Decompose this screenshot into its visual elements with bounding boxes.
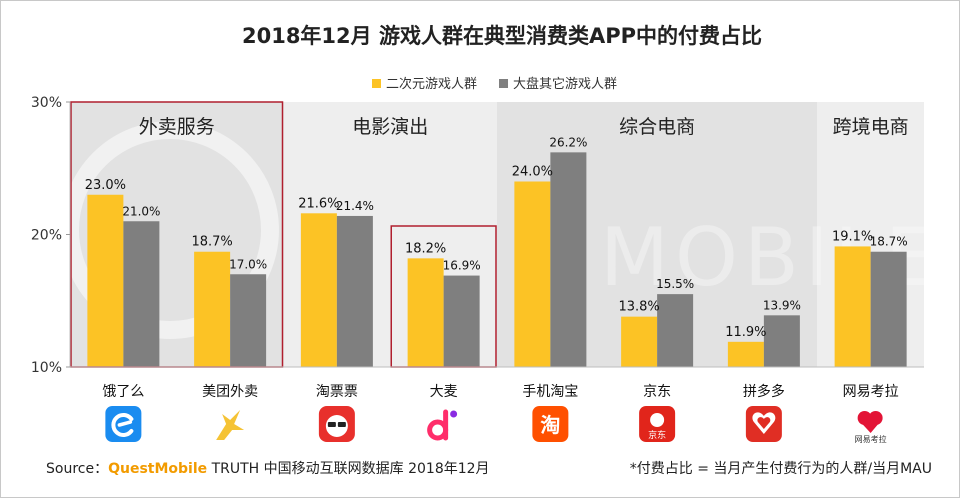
source-text: Source：QuestMobile TRUTH 中国移动互联网数据库 2018… xyxy=(46,458,490,478)
data-label: 21.6% xyxy=(298,196,339,211)
category-label: 大麦 xyxy=(430,384,458,400)
pinduoduo-app-icon xyxy=(745,406,782,442)
data-label: 17.0% xyxy=(229,257,267,271)
category-label: 淘票票 xyxy=(316,384,358,400)
group-label-0: 外卖服务 xyxy=(139,116,215,138)
data-label: 16.9% xyxy=(443,259,481,273)
chart-title: 2018年12月 游戏人群在典型消费类APP中的付费占比 xyxy=(242,24,762,48)
kaola-app-icon: 网易考拉 xyxy=(855,411,887,444)
footer: Source：QuestMobile TRUTH 中国移动互联网数据库 2018… xyxy=(36,458,936,482)
icon-glyph xyxy=(117,420,133,427)
bar-overall-1 xyxy=(230,274,267,367)
legend-label-0: 二次元游戏人群 xyxy=(386,76,477,92)
icon-bubble xyxy=(858,420,882,433)
bar-overall-6 xyxy=(763,315,800,367)
bar-acg-3 xyxy=(407,258,444,367)
data-label: 18.2% xyxy=(405,241,446,256)
category-label: 美团外卖 xyxy=(202,384,258,400)
data-label: 13.9% xyxy=(763,298,801,312)
bar-overall-0 xyxy=(123,221,160,367)
icon-glyph xyxy=(111,413,134,437)
source-detail: TRUTH 中国移动互联网数据库 2018年12月 xyxy=(207,461,490,477)
icon-glyph: 网易考拉 xyxy=(855,434,887,444)
meituan-waimai-app-icon xyxy=(216,410,245,440)
icon-glasses xyxy=(327,422,336,427)
icon-dot xyxy=(450,410,458,418)
bar-overall-2 xyxy=(336,215,373,367)
bar-acg-4 xyxy=(514,181,551,367)
source-brand: QuestMobile xyxy=(108,461,208,477)
data-label: 19.1% xyxy=(832,229,873,244)
legend: 二次元游戏人群 大盘其它游戏人群 xyxy=(372,76,617,92)
data-label: 21.0% xyxy=(122,204,160,218)
icon-glyph xyxy=(216,410,245,440)
bar-overall-7 xyxy=(870,251,907,367)
eleme-app-icon xyxy=(105,406,142,442)
icon-face xyxy=(325,415,348,437)
bar-acg-1 xyxy=(194,251,231,367)
legend-swatch-0 xyxy=(372,79,381,88)
taobao-app-icon: 淘 xyxy=(532,406,569,442)
data-label: 23.0% xyxy=(85,178,126,193)
category-label: 京东 xyxy=(643,384,671,400)
damai-app-icon xyxy=(427,409,458,441)
icon-glyph: 京东 xyxy=(648,429,666,441)
icon-bg xyxy=(532,406,569,442)
legend-label-1: 大盘其它游戏人群 xyxy=(513,76,617,92)
category-label: 拼多多 xyxy=(743,383,785,400)
y-tick-label: 30% xyxy=(31,95,62,111)
group-label-2: 综合电商 xyxy=(619,116,695,138)
icon-glyph: 淘 xyxy=(540,413,560,437)
data-label: 26.2% xyxy=(549,135,587,149)
data-label: 18.7% xyxy=(191,235,232,250)
taopiaopiao-app-icon xyxy=(318,406,355,442)
icon-glasses xyxy=(337,422,346,427)
data-label: 11.9% xyxy=(725,325,766,340)
y-tick-label: 20% xyxy=(31,228,62,244)
data-label: 13.8% xyxy=(618,300,659,315)
legend-swatch-1 xyxy=(499,79,509,88)
bar-acg-6 xyxy=(727,341,764,367)
data-label: 21.4% xyxy=(336,199,374,213)
data-label: 24.0% xyxy=(512,165,553,180)
bar-overall-4 xyxy=(550,152,587,367)
bar-acg-7 xyxy=(834,246,871,367)
category-label: 网易考拉 xyxy=(843,384,899,400)
icon-dog xyxy=(650,413,665,427)
bar-overall-5 xyxy=(657,294,694,367)
footnote: *付费占比 = 当月产生付费行为的人群/当月MAU xyxy=(629,461,932,477)
group-label-1: 电影演出 xyxy=(352,116,428,138)
y-tick-label: 10% xyxy=(31,360,62,376)
category-label: 手机淘宝 xyxy=(522,384,578,400)
group-label-3: 跨境电商 xyxy=(833,116,909,138)
bar-acg-0 xyxy=(87,194,124,367)
jd-app-icon: 京东 xyxy=(639,406,676,442)
bar-acg-5 xyxy=(621,316,658,367)
category-label: 饿了么 xyxy=(102,384,144,400)
data-label: 18.7% xyxy=(870,235,908,249)
icon-heart-inner xyxy=(757,417,771,429)
bar-acg-2 xyxy=(300,213,337,367)
data-label: 15.5% xyxy=(656,277,694,291)
source-label: Source： xyxy=(46,461,109,477)
bar-overall-3 xyxy=(443,275,480,367)
